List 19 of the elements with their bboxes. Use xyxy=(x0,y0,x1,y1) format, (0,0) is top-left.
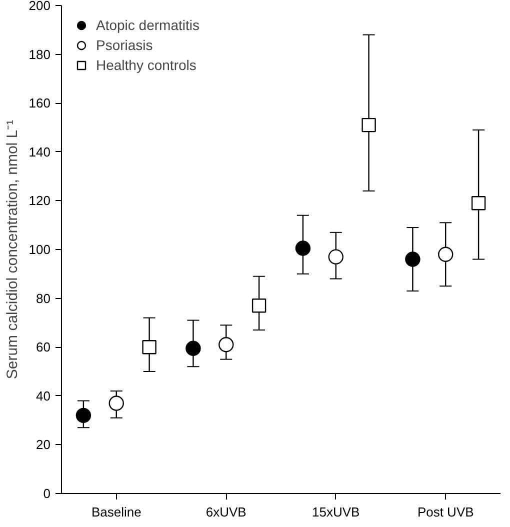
y-tick-label: 200 xyxy=(28,0,51,13)
legend-label: Psoriasis xyxy=(96,37,153,53)
legend-label: Healthy controls xyxy=(96,57,196,73)
x-tick-label: 15xUVB xyxy=(312,504,360,520)
y-tick-label: 100 xyxy=(28,242,51,257)
y-tick-label: 20 xyxy=(36,437,51,452)
y-tick-label: 120 xyxy=(28,193,51,208)
legend-label: Atopic dermatitis xyxy=(96,17,200,33)
y-axis-title: Serum calcidiol concentration, nmol L⁻¹ xyxy=(4,120,21,380)
x-tick-label: Post UVB xyxy=(417,504,474,520)
x-tick-label: Baseline xyxy=(91,504,142,520)
y-tick-label: 140 xyxy=(28,144,51,160)
y-tick-label: 180 xyxy=(28,46,51,62)
y-tick-label: 60 xyxy=(36,340,51,355)
y-tick-label: 40 xyxy=(36,388,51,404)
y-tick-label: 80 xyxy=(36,290,51,306)
y-tick-label: 160 xyxy=(28,96,51,111)
y-tick-label: 0 xyxy=(43,486,51,501)
x-tick-label: 6xUVB xyxy=(206,504,246,520)
